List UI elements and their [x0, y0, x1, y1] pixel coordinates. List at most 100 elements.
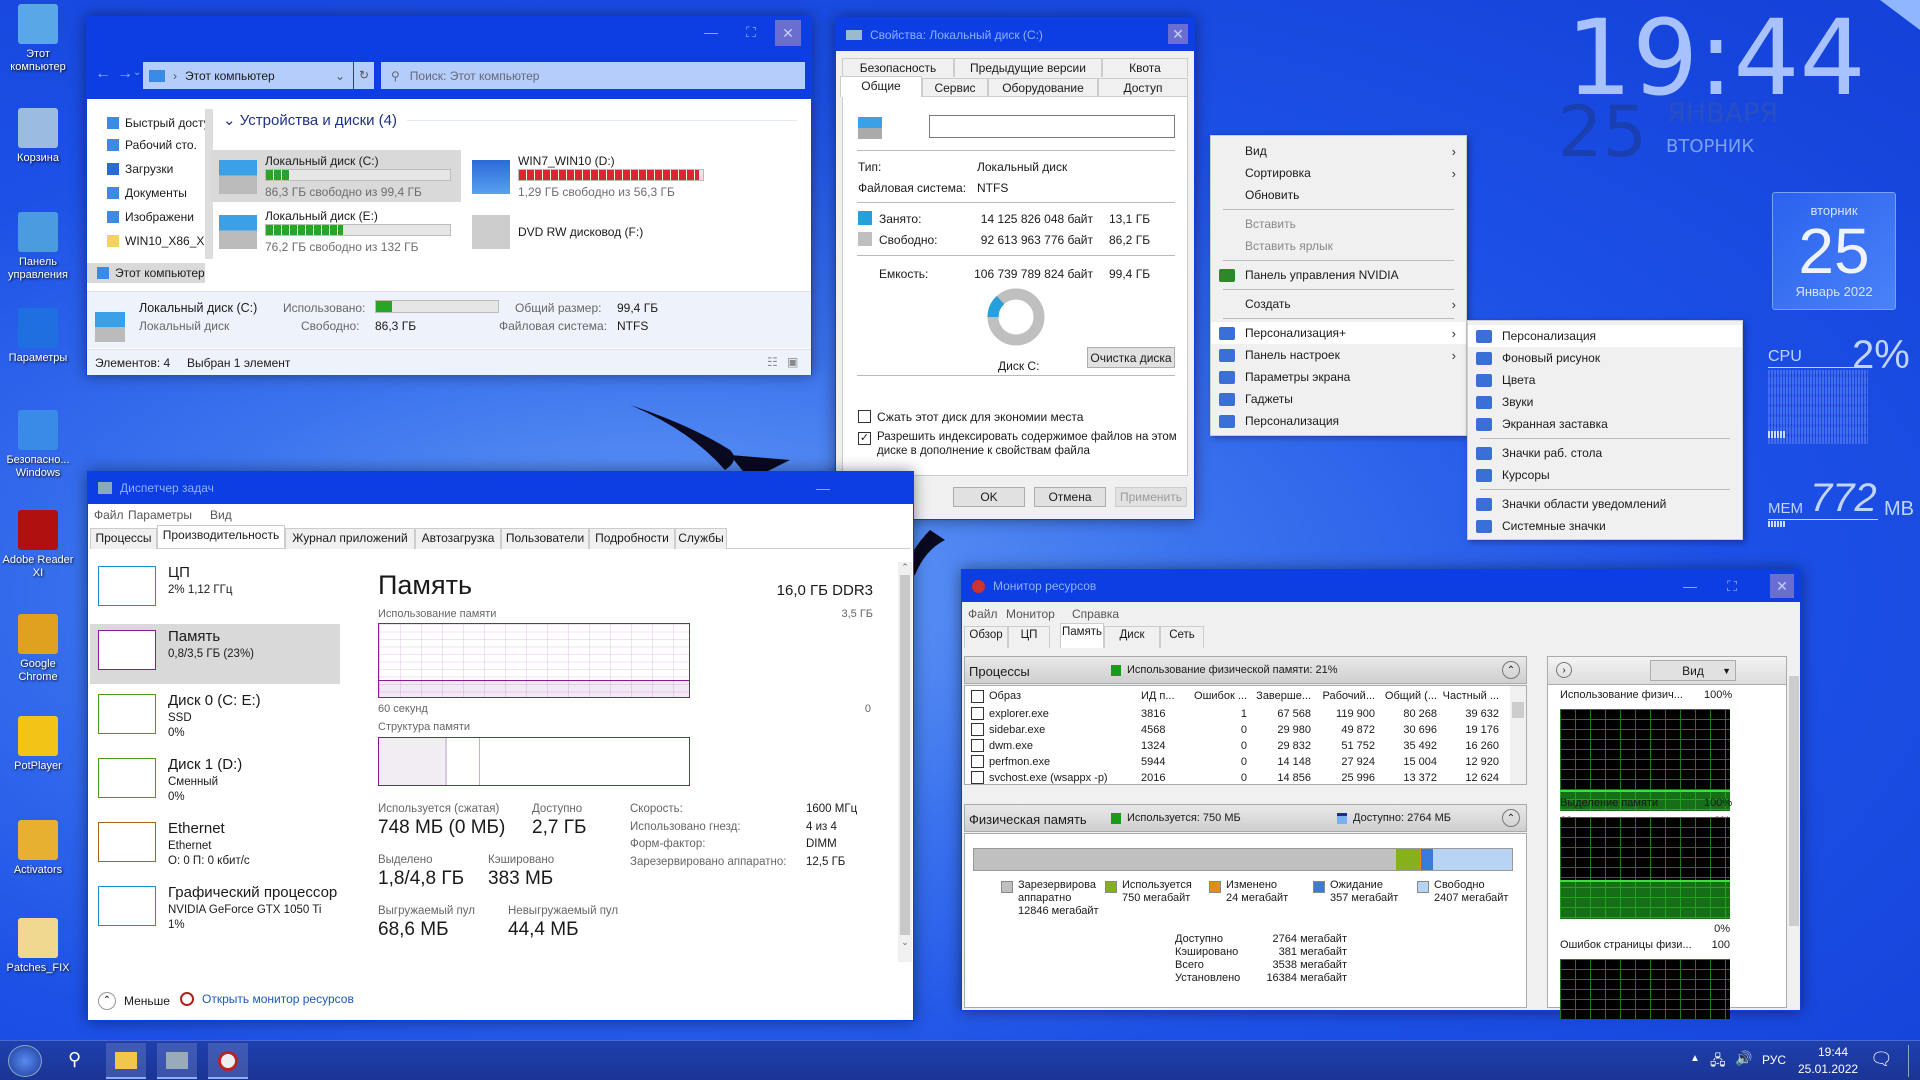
tray-date[interactable]: 25.01.2022 — [1798, 1062, 1859, 1076]
resource-item[interactable]: Диск 0 (C: E:) SSD 0% — [90, 688, 340, 748]
table-cell[interactable]: 13 372 — [1403, 772, 1437, 784]
menu-item[interactable]: Значки раб. стола — [1468, 442, 1742, 464]
collapse-button[interactable]: ⌃ — [1502, 661, 1520, 679]
desktop-icon[interactable]: Adobe Reader XI — [2, 510, 74, 580]
tiles-view-icon[interactable]: ▣ — [787, 355, 799, 369]
maximize-button[interactable]: ⛶ — [746, 23, 756, 40]
show-desktop-button[interactable] — [1908, 1045, 1914, 1077]
row-checkbox[interactable] — [971, 739, 984, 752]
table-cell[interactable]: 51 752 — [1341, 740, 1375, 752]
taskbar-resource-monitor[interactable] — [208, 1043, 248, 1079]
column-header[interactable]: Заверше... — [1256, 690, 1311, 702]
close-button[interactable]: ✕ — [775, 20, 801, 46]
tab-4[interactable]: Сеть — [1160, 626, 1204, 648]
row-checkbox[interactable] — [971, 755, 984, 768]
show-hidden-icons[interactable]: ▲ — [1690, 1053, 1700, 1064]
nav-item[interactable]: Этот компьютер — [87, 263, 205, 283]
menu-item[interactable]: Фоновый рисунок — [1468, 347, 1742, 369]
address-bar[interactable]: › Этот компьютер ⌄ — [143, 62, 353, 89]
tab-0[interactable]: Безопасность — [842, 58, 954, 77]
taskbar-task-manager[interactable] — [157, 1043, 197, 1079]
table-cell[interactable]: 14 856 — [1277, 772, 1311, 784]
refresh-button[interactable]: ↻ — [354, 62, 374, 89]
menu-item[interactable]: Курсоры — [1468, 464, 1742, 486]
drive-tile[interactable]: Локальный диск (E:) 76,2 ГБ свободно из 1… — [211, 205, 461, 257]
table-cell[interactable]: 29 832 — [1277, 740, 1311, 752]
table-cell[interactable]: 19 176 — [1465, 724, 1499, 736]
expand-button[interactable]: › — [1556, 662, 1572, 678]
chevron-down-icon[interactable]: ⌄ — [334, 68, 345, 83]
maximize-button[interactable]: ⛶ — [1727, 577, 1737, 594]
tab-1[interactable]: Предыдущие версии — [954, 58, 1102, 77]
tab-1[interactable]: Сервис — [922, 78, 988, 96]
menu-item[interactable]: Цвета — [1468, 369, 1742, 391]
tab-3[interactable]: Диск — [1104, 626, 1160, 648]
menu-item[interactable]: Создать › — [1211, 293, 1466, 315]
volume-icon[interactable]: 🔊 — [1735, 1050, 1753, 1066]
nav-item[interactable]: Документы — [93, 183, 205, 203]
open-resource-monitor-link[interactable]: Открыть монитор ресурсов — [180, 992, 354, 1006]
minimize-button[interactable]: — — [1683, 578, 1697, 594]
row-checkbox[interactable] — [971, 707, 984, 720]
tray-time[interactable]: 19:44 — [1817, 1045, 1849, 1059]
processes-section-header[interactable]: Процессы Использование физической памяти… — [964, 656, 1527, 684]
tab-0[interactable]: Процессы — [90, 528, 157, 549]
tab-2[interactable]: Журнал приложений — [285, 528, 415, 549]
recent-dropdown[interactable]: ⌄ — [133, 67, 142, 78]
graphs-scrollbar[interactable] — [1788, 656, 1800, 1008]
scrollbar[interactable]: ⌃ ⌄ — [898, 562, 912, 962]
menu-item[interactable]: Параметры экрана — [1211, 366, 1466, 388]
menu-item[interactable]: Персонализация+ › — [1211, 322, 1466, 344]
resource-item[interactable]: Графический процессор NVIDIA GeForce GTX … — [90, 880, 340, 940]
menu-1[interactable]: Параметры — [128, 508, 192, 522]
search-icon[interactable]: ⚲ — [68, 1049, 82, 1069]
table-cell[interactable]: 0 — [1240, 756, 1247, 768]
menu-item[interactable]: Значки области уведомлений — [1468, 493, 1742, 515]
table-cell[interactable]: 35 492 — [1403, 740, 1437, 752]
column-header[interactable]: ИД п... — [1141, 690, 1175, 702]
resource-item[interactable]: Диск 1 (D:) Сменный 0% — [90, 752, 340, 812]
menu-item[interactable]: Панель настроек › — [1211, 344, 1466, 366]
minimize-button[interactable]: — — [704, 24, 718, 40]
drive-tile[interactable]: DVD RW дисковод (F:) — [464, 205, 714, 257]
table-cell[interactable]: 3816 — [1141, 708, 1166, 720]
fewer-details-button[interactable]: ⌃ Меньше — [98, 992, 170, 1010]
main-scrollbar[interactable] — [1528, 656, 1542, 1008]
disk-cleanup-button[interactable]: Очистка диска — [1087, 347, 1175, 368]
resource-item[interactable]: ЦП 2% 1,12 ГГц — [90, 560, 340, 620]
drive-tile[interactable]: WIN7_WIN10 (D:) 1,29 ГБ свободно из 56,3 … — [464, 150, 714, 202]
group-header[interactable]: ⌄ Устройства и диски (4) — [223, 112, 398, 129]
nav-item[interactable]: Изображени — [93, 207, 205, 227]
close-button[interactable]: ✕ — [1770, 574, 1794, 598]
desktop-icon[interactable]: Корзина — [2, 108, 74, 165]
menu-item[interactable]: Персонализация — [1211, 410, 1466, 432]
menu-item[interactable]: Персонализация — [1468, 325, 1742, 347]
ok-button[interactable]: OK — [953, 487, 1025, 507]
table-cell[interactable]: 0 — [1240, 772, 1247, 784]
table-cell[interactable]: 67 568 — [1277, 708, 1311, 720]
table-cell[interactable]: 0 — [1240, 724, 1247, 736]
menu-item[interactable]: Экранная заставка — [1468, 413, 1742, 435]
desktop-icon[interactable]: Activators — [2, 820, 74, 877]
table-cell[interactable]: sidebar.exe — [989, 724, 1046, 736]
minimize-button[interactable]: — — [816, 480, 830, 496]
menu-item[interactable]: Гаджеты — [1211, 388, 1466, 410]
table-cell[interactable]: 27 924 — [1341, 756, 1375, 768]
calendar-gadget[interactable]: вторник 25 Январь 2022 — [1772, 192, 1896, 310]
tab-3[interactable]: Доступ — [1098, 78, 1188, 96]
table-cell[interactable]: 14 148 — [1277, 756, 1311, 768]
nav-scrollbar[interactable] — [205, 109, 213, 259]
menu-item[interactable]: Системные значки — [1468, 515, 1742, 537]
tab-3[interactable]: Автозагрузка — [415, 528, 501, 549]
row-checkbox[interactable] — [971, 771, 984, 784]
table-cell[interactable]: 29 980 — [1277, 724, 1311, 736]
desktop-icon[interactable]: Этот компьютер — [2, 4, 74, 74]
table-cell[interactable]: 0 — [1240, 740, 1247, 752]
language-indicator[interactable]: РУС — [1762, 1053, 1787, 1067]
desktop-icon[interactable]: Google Chrome — [2, 614, 74, 684]
menu-item[interactable]: Вид › — [1211, 140, 1466, 162]
resource-item[interactable]: Память 0,8/3,5 ГБ (23%) — [90, 624, 340, 684]
table-cell[interactable]: 4568 — [1141, 724, 1166, 736]
table-cell[interactable]: 119 900 — [1336, 708, 1375, 720]
nav-item[interactable]: Рабочий сто. — [93, 135, 205, 155]
